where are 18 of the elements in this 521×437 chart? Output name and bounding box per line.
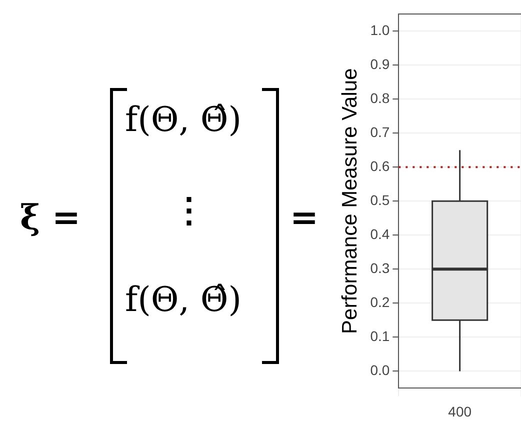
y-tick-label: 0.3: [370, 260, 390, 276]
text: f(Θ, Θ̂): [125, 280, 242, 320]
y-tick-label: 0.9: [370, 56, 390, 72]
y-tick-label: 0.2: [370, 294, 390, 310]
text: f(Θ, Θ̂): [125, 100, 242, 140]
y-tick-label: 0.0: [370, 362, 390, 378]
text: =: [290, 198, 318, 238]
text: ⋮: [172, 190, 206, 231]
y-tick-label: 0.6: [370, 158, 390, 174]
y-tick-label: 1.0: [370, 22, 390, 38]
text: ξ =: [20, 198, 80, 238]
y-tick-label: 0.1: [370, 328, 390, 344]
y-tick-label: 0.8: [370, 90, 390, 106]
y-tick-label: 0.5: [370, 192, 390, 208]
y-tick-label: 0.7: [370, 124, 390, 140]
x-tick-label: 400: [448, 403, 472, 420]
y-tick-label: 0.4: [370, 226, 390, 242]
y-axis-title: Performance Measure Value: [338, 68, 362, 334]
